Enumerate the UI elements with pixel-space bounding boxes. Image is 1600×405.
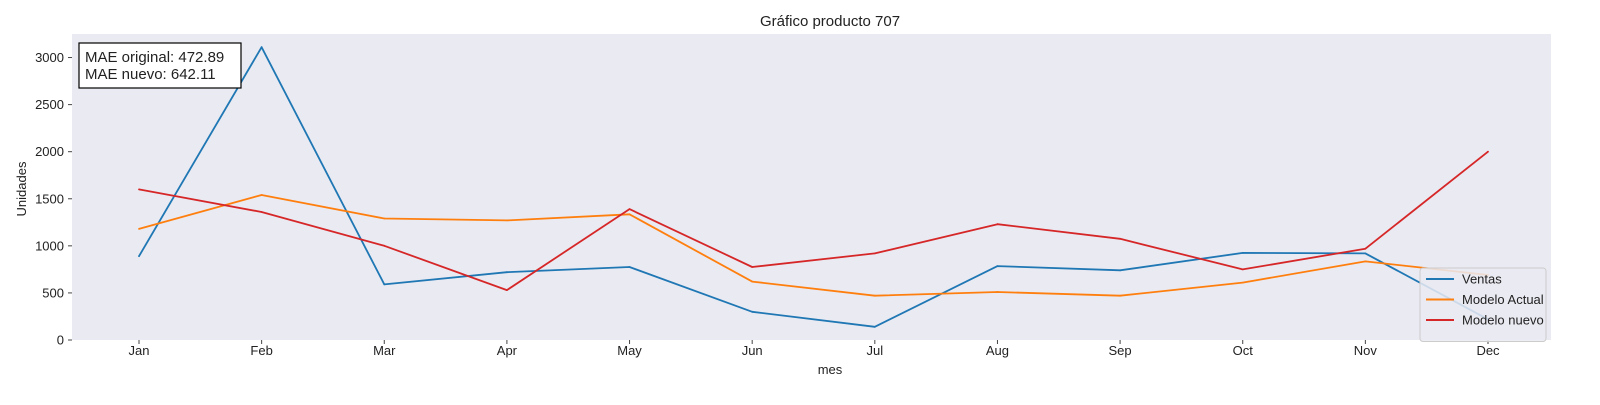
data-point-modelo-nuevo [383,244,386,247]
data-point-modelo-nuevo [260,211,263,213]
x-tick-label: Jan [129,343,150,358]
series-line-modelo-actual [138,194,1489,297]
y-tick-label: 2000 [35,144,64,159]
data-point-modelo-actual [1241,281,1244,284]
data-point-ventas [1119,269,1121,272]
y-tick-label: 1500 [35,191,64,206]
mae-annotation-box: MAE original: 472.89 MAE nuevo: 642.11 [78,42,242,89]
data-point-modelo-nuevo [1364,247,1367,250]
data-point-ventas [506,271,508,274]
x-tick-label: Oct [1233,343,1254,358]
data-point-modelo-nuevo [1119,237,1121,240]
x-tick-label: Mar [373,343,396,358]
data-point-modelo-nuevo [1241,268,1244,271]
y-tick-label: 2500 [35,97,64,112]
data-point-ventas [873,325,876,328]
y-tick-label: 0 [57,333,64,348]
data-point-ventas [1241,252,1244,254]
mae-original-text: MAE original: 472.89 [85,49,224,66]
x-tick-label: Apr [497,343,518,358]
plot-area [72,34,1551,340]
data-point-modelo-nuevo [506,289,508,291]
data-point-modelo-actual [628,213,631,216]
legend-frame [1419,267,1547,342]
data-point-modelo-actual [1364,260,1367,263]
x-axis: Jan Feb Mar Apr May Jun Jul Aug Sep Oct Nov Dec [129,340,1500,358]
y-tick-label: 3000 [35,50,64,65]
series-line-ventas [138,46,1489,328]
legend-label-ventas: Ventas [1462,272,1502,287]
x-tick-label: Feb [250,343,272,358]
x-tick-label: Sep [1109,343,1132,358]
data-point-ventas [138,255,140,258]
data-point-ventas [383,283,386,286]
series-layer [138,46,1489,328]
data-point-modelo-nuevo [628,208,631,211]
data-point-modelo-actual [1119,294,1121,297]
x-tick-label: Jul [867,343,884,358]
data-point-modelo-actual [260,194,263,196]
data-point-modelo-actual [873,294,876,297]
x-axis-label: mes [818,362,843,377]
data-point-ventas [628,266,631,268]
legend-label-modelo-nuevo: Modelo nuevo [1462,313,1544,328]
legend: Ventas Modelo Actual Modelo nuevo [1419,267,1547,342]
data-point-modelo-actual [506,219,508,222]
chart-title: Gráfico producto 707 [760,13,900,30]
series-line-modelo-nuevo [138,150,1489,292]
y-tick-label: 1000 [35,238,64,253]
data-point-modelo-nuevo [996,223,999,226]
y-axis: 0 500 1000 1500 2000 2500 3000 [35,50,72,348]
x-tick-label: Jun [742,343,763,358]
x-tick-label: Aug [986,343,1009,358]
data-point-modelo-nuevo [751,266,754,268]
legend-label-modelo-actual: Modelo Actual [1462,292,1544,307]
x-tick-label: May [617,343,642,358]
data-point-ventas [996,265,999,267]
data-point-modelo-nuevo [138,188,140,191]
data-point-modelo-actual [383,217,386,220]
data-point-ventas [260,46,263,49]
mae-nuevo-text: MAE nuevo: 642.11 [85,66,216,83]
y-tick-label: 500 [42,285,64,300]
data-point-modelo-actual [996,291,999,293]
data-point-modelo-nuevo [1487,150,1489,153]
data-point-modelo-actual [138,228,140,230]
y-axis-label: Unidades [14,161,29,216]
x-tick-label: Dec [1476,343,1500,358]
data-point-ventas [751,310,754,313]
data-point-modelo-nuevo [873,252,876,255]
data-point-modelo-actual [751,280,754,283]
data-point-ventas [1364,252,1367,255]
x-tick-label: Nov [1354,343,1378,358]
